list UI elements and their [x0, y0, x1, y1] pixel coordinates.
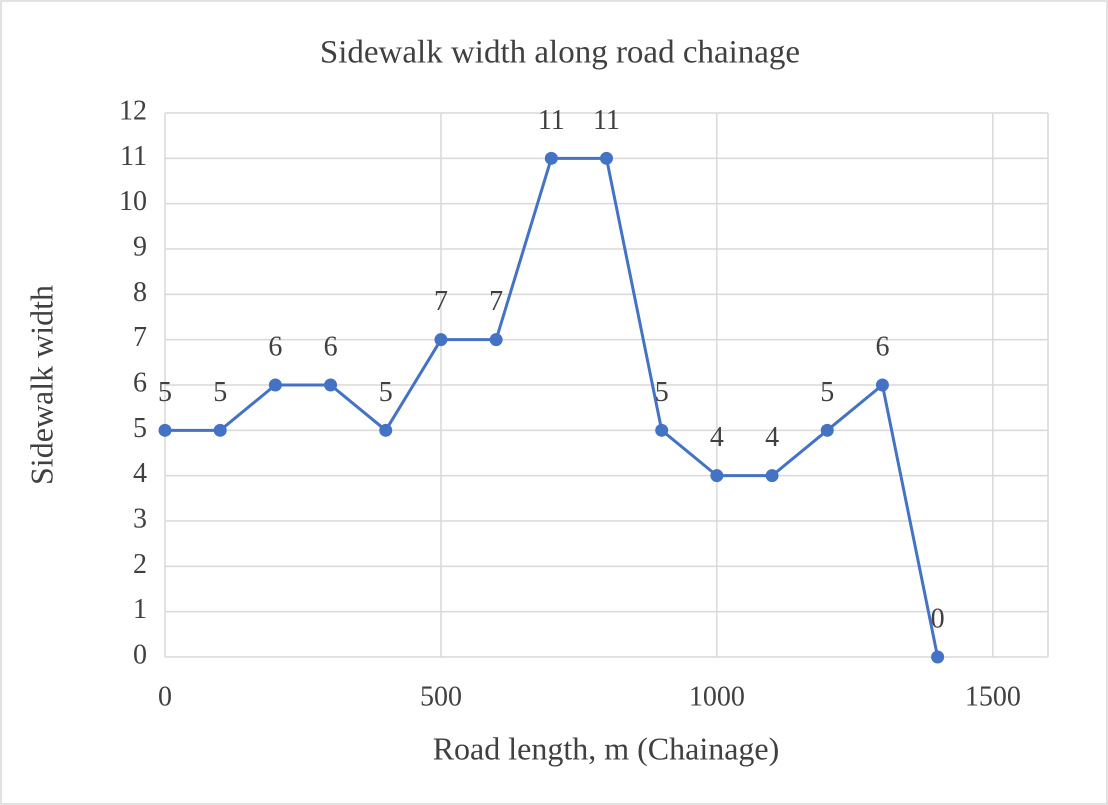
data-point: [875, 378, 889, 392]
x-tick-label: 500: [420, 681, 462, 712]
y-tick-label: 2: [133, 549, 147, 580]
data-point: [158, 423, 172, 437]
data-label: 5: [379, 377, 393, 408]
data-label: 5: [158, 377, 172, 408]
y-tick-label: 10: [119, 186, 147, 217]
data-label: 11: [538, 105, 565, 136]
data-point: [324, 378, 338, 392]
y-axis-title: Sidewalk width: [23, 285, 59, 485]
data-label: 5: [213, 377, 227, 408]
y-tick-label: 4: [133, 458, 147, 489]
data-label: 6: [324, 331, 338, 362]
x-axis-title: Road length, m (Chainage): [433, 730, 780, 766]
data-point: [489, 333, 503, 347]
data-label: 4: [765, 422, 779, 453]
y-tick-label: 3: [133, 503, 147, 534]
data-point: [213, 423, 227, 437]
y-tick-label: 11: [120, 141, 147, 172]
x-tick-label: 1000: [689, 681, 745, 712]
data-point: [434, 333, 448, 347]
data-point: [655, 423, 669, 437]
data-label: 6: [268, 331, 282, 362]
data-label: 7: [489, 286, 503, 317]
y-tick-label: 1: [133, 594, 147, 625]
data-label: 5: [820, 377, 834, 408]
data-label: 5: [655, 377, 669, 408]
data-label: 0: [931, 603, 945, 634]
y-tick-label: 8: [133, 277, 147, 308]
y-tick-label: 12: [119, 95, 147, 126]
y-tick-label: 5: [133, 413, 147, 444]
y-tick-label: 6: [133, 367, 147, 398]
y-tick-label: 9: [133, 231, 147, 262]
data-point: [710, 469, 724, 483]
data-point: [931, 650, 945, 664]
y-tick-label: 7: [133, 322, 147, 353]
data-point: [379, 423, 393, 437]
chart-title: Sidewalk width along road chainage: [320, 35, 800, 71]
data-label: 11: [593, 105, 620, 136]
data-point: [544, 151, 558, 165]
x-tick-label: 1500: [965, 681, 1021, 712]
data-point: [600, 151, 613, 165]
data-point: [820, 423, 834, 437]
data-label: 7: [434, 286, 448, 317]
y-tick-label: 0: [133, 639, 147, 670]
data-label: 4: [710, 422, 724, 453]
x-tick-label: 0: [158, 681, 172, 712]
data-point: [765, 469, 779, 483]
data-point: [268, 378, 282, 392]
data-label: 6: [875, 331, 889, 362]
